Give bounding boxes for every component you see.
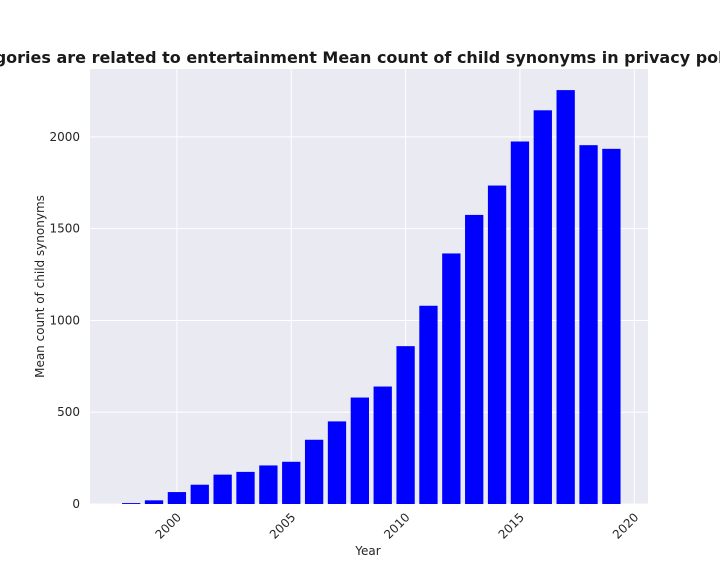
y-tick-label: 1500 xyxy=(49,222,80,236)
chart-title: en categories are related to entertainme… xyxy=(0,48,720,67)
bar-2003 xyxy=(236,471,255,504)
bar-2010 xyxy=(396,346,415,504)
bar-2008 xyxy=(350,397,369,504)
x-axis-label: Year xyxy=(354,544,380,558)
y-tick-label: 500 xyxy=(57,405,80,419)
bar-1999 xyxy=(144,500,164,504)
y-axis-label: Mean count of child synonyms xyxy=(33,195,47,378)
bar-2016 xyxy=(533,110,552,504)
bar-2011 xyxy=(419,305,438,504)
bar-2006 xyxy=(304,439,324,504)
bars xyxy=(122,90,621,504)
y-tick-label: 0 xyxy=(72,497,80,511)
x-tick-label: 2000 xyxy=(153,510,184,541)
bar-2005 xyxy=(282,461,301,504)
bar-2007 xyxy=(327,421,347,504)
x-tick-labels: 2000 2005 2010 2015 2020 xyxy=(153,510,642,541)
bar-2014 xyxy=(487,185,507,504)
y-tick-labels: 0 500 1000 1500 2000 xyxy=(49,130,80,511)
bar-1998 xyxy=(122,503,141,504)
y-tick-label: 1000 xyxy=(49,313,80,327)
bar-2002 xyxy=(213,474,232,504)
bar-2004 xyxy=(259,465,278,504)
y-tick-label: 2000 xyxy=(49,130,80,144)
bar-2000 xyxy=(167,492,187,504)
x-tick-label: 2020 xyxy=(610,510,641,541)
bar-2018 xyxy=(579,145,598,504)
bar-2013 xyxy=(465,214,484,504)
bar-2015 xyxy=(510,141,530,504)
x-tick-label: 2010 xyxy=(381,510,412,541)
bar-2009 xyxy=(373,386,392,504)
bar-2001 xyxy=(190,484,209,504)
bar-2019 xyxy=(602,148,621,504)
bar-2012 xyxy=(442,253,461,504)
x-tick-label: 2005 xyxy=(267,510,298,541)
bar-2017 xyxy=(556,90,575,504)
x-tick-label: 2015 xyxy=(496,510,527,541)
